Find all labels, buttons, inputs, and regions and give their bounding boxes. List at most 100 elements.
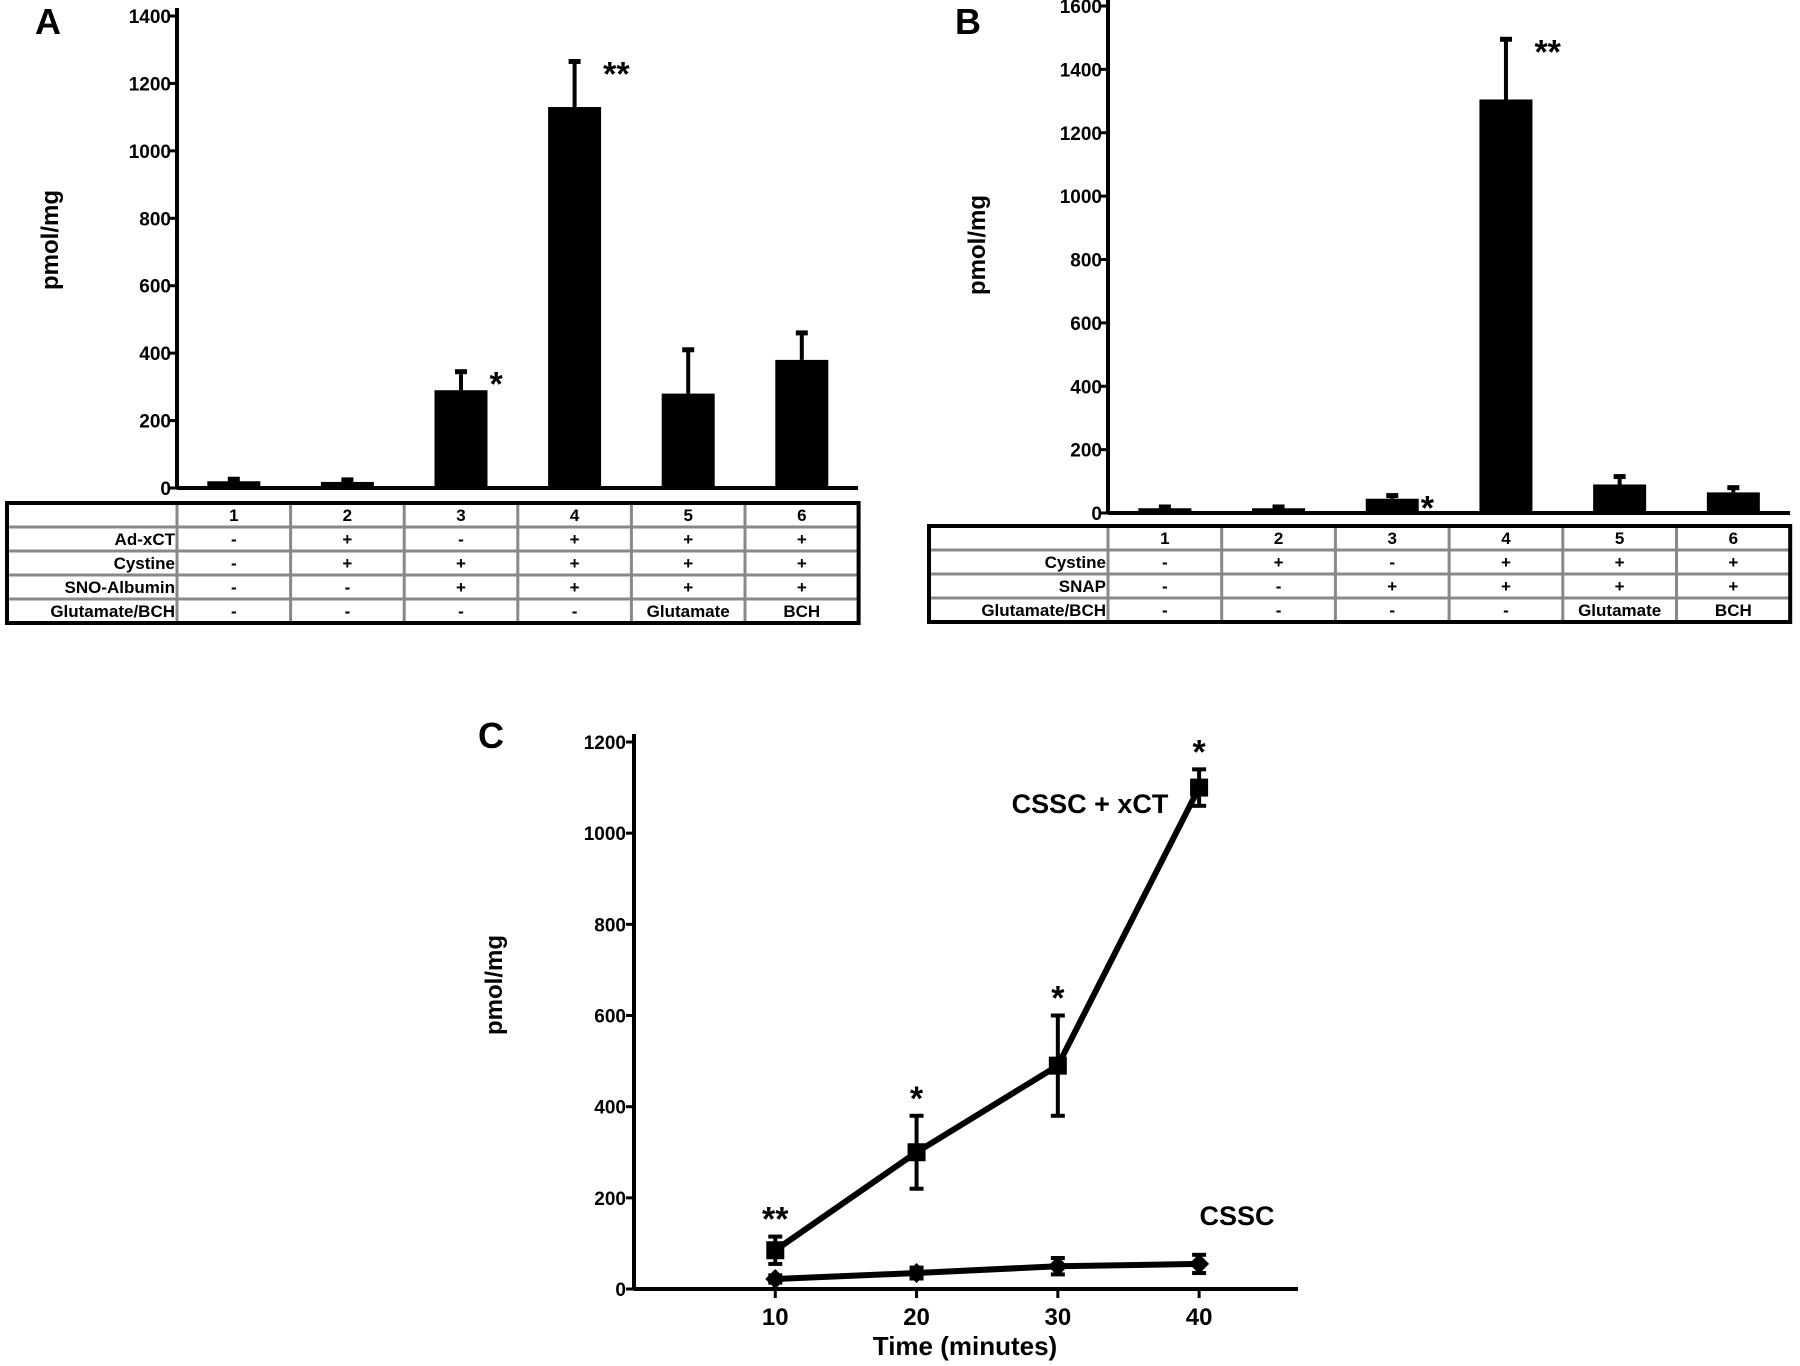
panel-c-square-marker xyxy=(907,1143,926,1162)
panel-b-table-cell: + xyxy=(1728,577,1738,596)
panel-a-table-cell: + xyxy=(797,578,807,597)
panel-c-ylabel: pmol/mg xyxy=(481,935,508,1035)
panel-c-square-marker xyxy=(1048,1056,1067,1075)
panel-a-table-cell: - xyxy=(458,602,464,621)
panel-c-square-marker xyxy=(1190,778,1209,797)
panel-c-xlabel: Time (minutes) xyxy=(873,1331,1057,1361)
panel-c-xtick-label: 40 xyxy=(1186,1304,1213,1331)
panel-b-table-cell: + xyxy=(1501,553,1511,572)
panel-a-table-cell: + xyxy=(797,554,807,573)
panel-c-ytick-label: 800 xyxy=(594,915,626,936)
panel-a-ylabel: pmol/mg xyxy=(37,190,64,290)
panel-b-bar xyxy=(1706,492,1760,513)
panel-b-table-header-cell: 6 xyxy=(1729,529,1738,548)
panel-c-xtick-label: 30 xyxy=(1044,1304,1071,1331)
panel-b-bar xyxy=(1593,484,1647,513)
panel-a-table-cell: + xyxy=(342,554,352,573)
panel-b-table-cell: BCH xyxy=(1715,601,1752,620)
panel-b-table-cell: - xyxy=(1162,601,1168,620)
panel-a-table-cell: + xyxy=(797,530,807,549)
panel-a-table-header-cell: 5 xyxy=(683,506,692,525)
panel-a-table-cell: - xyxy=(345,578,351,597)
panel-c-series-line xyxy=(773,786,1202,1253)
panel-a-ytick-label: 1000 xyxy=(129,142,171,163)
panel-b-table-cell: - xyxy=(1162,553,1168,572)
panel-a-table-cell: - xyxy=(231,578,237,597)
panel-a-condition-table: 1 2 3 4 5 6 Ad-xCT - + - + + + Cystine - + + + + + SNO-Album… xyxy=(5,501,861,625)
panel-a-table-cell: + xyxy=(456,554,466,573)
panel-b-table-header-cell: 4 xyxy=(1501,529,1511,548)
panel-a-table-cell: BCH xyxy=(783,602,820,621)
panel-c-diamond-marker xyxy=(906,1263,927,1284)
panel-b-table-cell: + xyxy=(1728,553,1738,572)
panel-a-table-cell: + xyxy=(683,554,693,573)
panel-b-significance-mark: ** xyxy=(1534,33,1561,71)
panel-a-table-cell: - xyxy=(231,554,237,573)
panel-b-table-cell: + xyxy=(1501,577,1511,596)
panel-b-ytick-label: 1200 xyxy=(1060,124,1102,145)
panel-a-table-header-cell: 3 xyxy=(456,506,465,525)
panel-a-table-header-cell: 6 xyxy=(797,506,806,525)
panel-b-table-cell: + xyxy=(1615,577,1625,596)
panel-a-ytick-label: 400 xyxy=(139,344,171,365)
panel-a-significance-mark: * xyxy=(490,366,504,404)
panel-b-y-axis: 0 200 400 600 800 1000 1200 1400 1600 xyxy=(1060,0,1790,525)
panel-c: C pmol/mg Time (minutes) 0 200 400 600 800 10… xyxy=(478,715,1298,1361)
panel-b-ytick-label: 400 xyxy=(1070,377,1102,398)
panel-b-ytick-label: 200 xyxy=(1070,441,1102,462)
panel-c-series-line xyxy=(775,1260,1200,1282)
panel-b-table-header-cell: 2 xyxy=(1274,529,1283,548)
panel-a-table-header-cell: 1 xyxy=(229,506,238,525)
panel-c-ytick-label: 0 xyxy=(615,1280,626,1301)
panel-b-table-cell: - xyxy=(1276,601,1282,620)
panel-c-xtick-label: 10 xyxy=(762,1304,789,1331)
panel-a-table-row-label: SNO-Albumin xyxy=(65,578,176,597)
panel-b-bar xyxy=(1252,508,1306,513)
panel-b-ytick-label: 1600 xyxy=(1060,0,1102,18)
panel-b-table-header-cell: 5 xyxy=(1615,529,1624,548)
panel-a-table-border xyxy=(5,501,861,625)
panel-a-ytick-label: 800 xyxy=(139,209,171,230)
panel-a-table-cell: - xyxy=(458,530,464,549)
panel-c-ytick-label: 600 xyxy=(594,1007,626,1028)
panel-a-table-cell: + xyxy=(570,530,580,549)
panel-a-table-cell: - xyxy=(231,602,237,621)
panel-b-table-header-cell: 3 xyxy=(1388,529,1397,548)
panel-b-ytick-label: 0 xyxy=(1091,504,1102,525)
panel-c-diamond-marker xyxy=(1189,1253,1210,1274)
panel-a-table-cell: + xyxy=(570,578,580,597)
panel-a-table-cell: + xyxy=(570,554,580,573)
panel-b-letter: B xyxy=(955,1,981,42)
panel-b-table-cell: - xyxy=(1389,601,1395,620)
panel-a-table-cell: + xyxy=(456,578,466,597)
panel-c-ytick-label: 200 xyxy=(594,1189,626,1210)
panel-a-table-row-label: Ad-xCT xyxy=(115,530,176,549)
panel-a-table-cell: + xyxy=(683,578,693,597)
panel-a-ytick-label: 1400 xyxy=(129,7,171,28)
panel-b-significance-mark: * xyxy=(1421,490,1435,528)
panel-b-bar xyxy=(1365,498,1419,513)
panel-c-series-label: CSSC xyxy=(1199,1201,1274,1231)
panel-b-ylabel: pmol/mg xyxy=(964,195,991,295)
panel-a-letter: A xyxy=(35,1,61,42)
panel-b-ytick-label: 1400 xyxy=(1060,60,1102,81)
panel-b-bar xyxy=(1479,99,1533,514)
panel-b-table-cell: - xyxy=(1162,577,1168,596)
panel-c-significance-mark: * xyxy=(910,1080,924,1118)
panel-b-bars: *** xyxy=(1138,33,1760,528)
panel-b: B pmol/mg 02004006008001000120014001600 … xyxy=(927,0,1793,624)
panel-c-letter: C xyxy=(478,715,504,756)
panel-b-table-cell: + xyxy=(1615,553,1625,572)
panel-b-table-cell: - xyxy=(1503,601,1509,620)
panel-b-table-cell: + xyxy=(1274,553,1284,572)
panel-c-xtick-label: 20 xyxy=(903,1304,930,1331)
panel-a-table-row-label: Cystine xyxy=(114,554,175,573)
panel-b-table-header-cell: 1 xyxy=(1160,529,1169,548)
panel-a-y-axis: 0 200 400 600 800 1000 1200 1400 xyxy=(129,7,858,500)
panel-a-bar xyxy=(434,390,488,488)
panel-a-bars: *** xyxy=(207,56,829,489)
panel-c-diamond-marker xyxy=(765,1268,786,1289)
panel-a-table-cell: Glutamate xyxy=(647,602,730,621)
panel-b-table-cell: + xyxy=(1387,577,1397,596)
